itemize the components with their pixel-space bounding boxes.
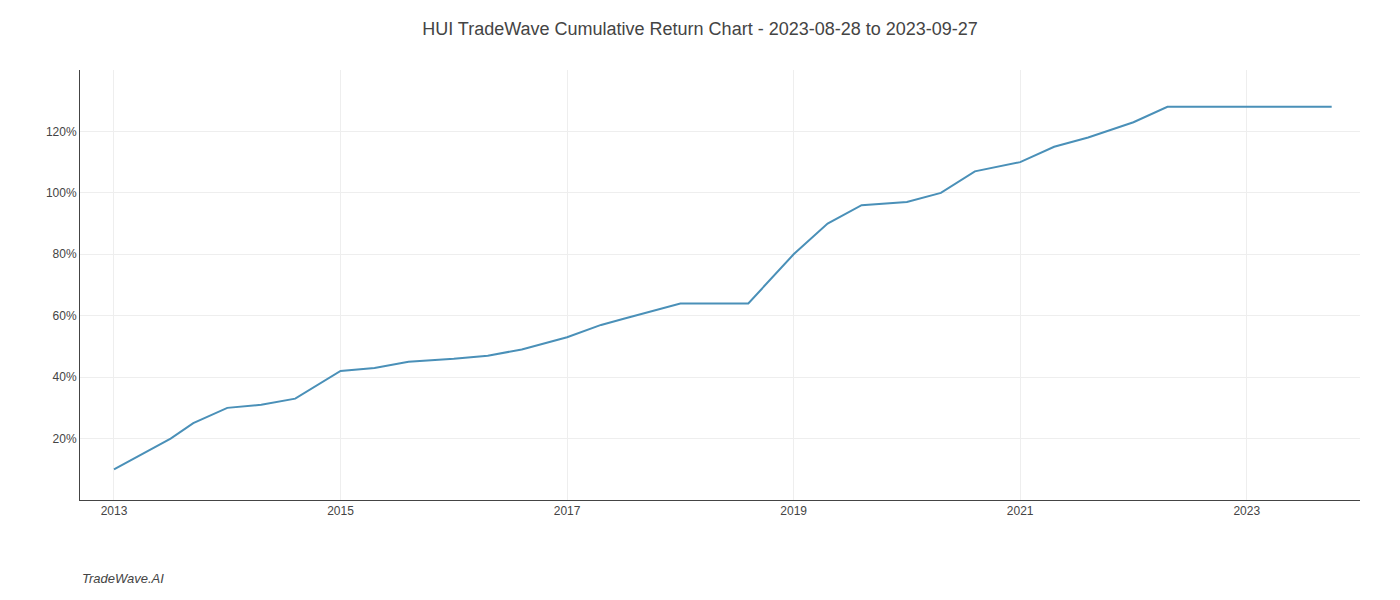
svg-text:TradeWave.AI: TradeWave.AI xyxy=(82,571,164,586)
svg-text:100%: 100% xyxy=(46,186,77,200)
svg-text:20%: 20% xyxy=(53,432,77,446)
svg-text:HUI TradeWave Cumulative Retur: HUI TradeWave Cumulative Return Chart - … xyxy=(422,19,978,39)
svg-text:40%: 40% xyxy=(53,370,77,384)
svg-text:2023: 2023 xyxy=(1233,504,1260,518)
svg-text:2013: 2013 xyxy=(101,504,128,518)
svg-text:60%: 60% xyxy=(53,309,77,323)
svg-text:120%: 120% xyxy=(46,125,77,139)
svg-text:80%: 80% xyxy=(53,247,77,261)
svg-text:2019: 2019 xyxy=(780,504,807,518)
svg-text:2015: 2015 xyxy=(327,504,354,518)
svg-text:2021: 2021 xyxy=(1007,504,1034,518)
svg-text:2017: 2017 xyxy=(554,504,581,518)
